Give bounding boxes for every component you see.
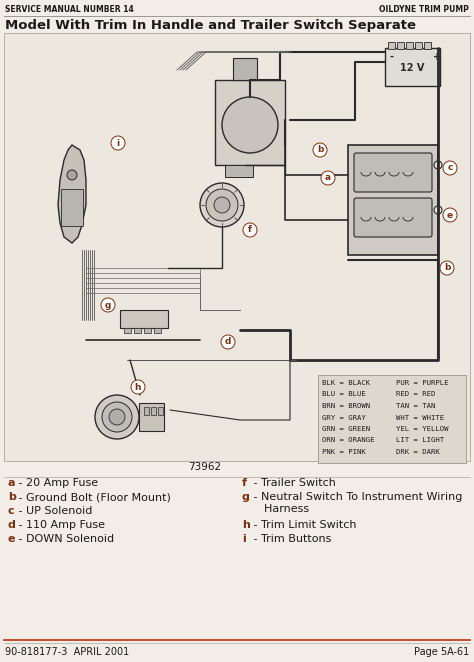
Text: i: i	[242, 534, 246, 544]
Circle shape	[67, 170, 77, 180]
Text: PNK = PINK: PNK = PINK	[322, 449, 366, 455]
FancyBboxPatch shape	[385, 48, 440, 86]
Text: f: f	[242, 478, 247, 488]
FancyBboxPatch shape	[415, 42, 422, 49]
Text: g: g	[242, 492, 250, 502]
Text: LIT = LIGHT: LIT = LIGHT	[396, 438, 444, 444]
Text: - Neutral Switch To Instrument Wiring
    Harness: - Neutral Switch To Instrument Wiring Ha…	[250, 492, 462, 514]
Text: 90-818177-3  APRIL 2001: 90-818177-3 APRIL 2001	[5, 647, 129, 657]
Text: GRY = GRAY: GRY = GRAY	[322, 414, 366, 420]
Text: BRN = BROWN: BRN = BROWN	[322, 403, 370, 409]
Circle shape	[214, 197, 230, 213]
Text: WHT = WHITE: WHT = WHITE	[396, 414, 444, 420]
Circle shape	[313, 143, 327, 157]
Circle shape	[101, 298, 115, 312]
Circle shape	[222, 97, 278, 153]
FancyBboxPatch shape	[233, 58, 257, 80]
Text: a: a	[325, 173, 331, 183]
Text: c: c	[8, 506, 15, 516]
FancyBboxPatch shape	[406, 42, 413, 49]
FancyBboxPatch shape	[354, 153, 432, 192]
Text: - DOWN Solenoid: - DOWN Solenoid	[15, 534, 114, 544]
Text: - UP Solenoid: - UP Solenoid	[15, 506, 92, 516]
FancyBboxPatch shape	[225, 165, 253, 177]
Text: e: e	[8, 534, 16, 544]
FancyBboxPatch shape	[424, 42, 431, 49]
FancyBboxPatch shape	[134, 328, 141, 333]
FancyBboxPatch shape	[354, 198, 432, 237]
Circle shape	[102, 402, 132, 432]
Text: BLK = BLACK: BLK = BLACK	[322, 380, 370, 386]
Text: ORN = ORANGE: ORN = ORANGE	[322, 438, 374, 444]
FancyBboxPatch shape	[318, 375, 466, 463]
Circle shape	[221, 335, 235, 349]
FancyBboxPatch shape	[151, 407, 156, 415]
Text: +: +	[433, 52, 441, 62]
Text: 73962: 73962	[189, 462, 221, 472]
FancyBboxPatch shape	[397, 42, 404, 49]
Text: a: a	[8, 478, 16, 488]
FancyBboxPatch shape	[4, 33, 470, 461]
Text: i: i	[117, 138, 119, 148]
Text: - Ground Bolt (Floor Mount): - Ground Bolt (Floor Mount)	[15, 492, 171, 502]
Text: -: -	[390, 52, 394, 62]
Text: BLU = BLUE: BLU = BLUE	[322, 391, 366, 397]
Text: RED = RED: RED = RED	[396, 391, 436, 397]
Circle shape	[206, 189, 238, 221]
Text: d: d	[225, 338, 231, 346]
Text: 12 V: 12 V	[400, 63, 424, 73]
FancyBboxPatch shape	[348, 145, 438, 255]
Circle shape	[131, 380, 145, 394]
Circle shape	[109, 409, 125, 425]
Circle shape	[443, 208, 457, 222]
FancyBboxPatch shape	[388, 42, 395, 49]
Text: c: c	[447, 164, 453, 173]
Circle shape	[321, 171, 335, 185]
Text: h: h	[135, 383, 141, 391]
Circle shape	[111, 136, 125, 150]
FancyBboxPatch shape	[158, 407, 163, 415]
Text: f: f	[248, 226, 252, 234]
Text: e: e	[447, 211, 453, 220]
FancyBboxPatch shape	[215, 80, 285, 165]
FancyBboxPatch shape	[154, 328, 161, 333]
Polygon shape	[58, 145, 86, 243]
Circle shape	[95, 395, 139, 439]
Circle shape	[200, 183, 244, 227]
Text: SERVICE MANUAL NUMBER 14: SERVICE MANUAL NUMBER 14	[5, 5, 134, 15]
Text: - Trim Limit Switch: - Trim Limit Switch	[250, 520, 356, 530]
Text: YEL = YELLOW: YEL = YELLOW	[396, 426, 448, 432]
FancyBboxPatch shape	[124, 328, 131, 333]
Circle shape	[443, 161, 457, 175]
Text: b: b	[444, 263, 450, 273]
Circle shape	[243, 223, 257, 237]
Text: - 20 Amp Fuse: - 20 Amp Fuse	[15, 478, 98, 488]
Text: - Trailer Switch: - Trailer Switch	[250, 478, 336, 488]
FancyBboxPatch shape	[120, 310, 168, 328]
Circle shape	[434, 206, 442, 214]
Text: DRK = DARK: DRK = DARK	[396, 449, 440, 455]
Text: Page 5A-61: Page 5A-61	[414, 647, 469, 657]
FancyBboxPatch shape	[61, 189, 83, 226]
Text: GRN = GREEN: GRN = GREEN	[322, 426, 370, 432]
Text: Model With Trim In Handle and Trailer Switch Separate: Model With Trim In Handle and Trailer Sw…	[5, 19, 416, 32]
Circle shape	[434, 161, 442, 169]
Text: d: d	[8, 520, 16, 530]
Text: g: g	[105, 301, 111, 310]
Text: h: h	[242, 520, 250, 530]
Text: b: b	[317, 146, 323, 154]
FancyBboxPatch shape	[144, 407, 149, 415]
Text: PUR = PURPLE: PUR = PURPLE	[396, 380, 448, 386]
Text: - Trim Buttons: - Trim Buttons	[250, 534, 331, 544]
Text: TAN = TAN: TAN = TAN	[396, 403, 436, 409]
Text: - 110 Amp Fuse: - 110 Amp Fuse	[15, 520, 105, 530]
Text: b: b	[8, 492, 16, 502]
Text: OILDYNE TRIM PUMP: OILDYNE TRIM PUMP	[379, 5, 469, 15]
FancyBboxPatch shape	[144, 328, 151, 333]
FancyBboxPatch shape	[139, 403, 164, 431]
Circle shape	[440, 261, 454, 275]
